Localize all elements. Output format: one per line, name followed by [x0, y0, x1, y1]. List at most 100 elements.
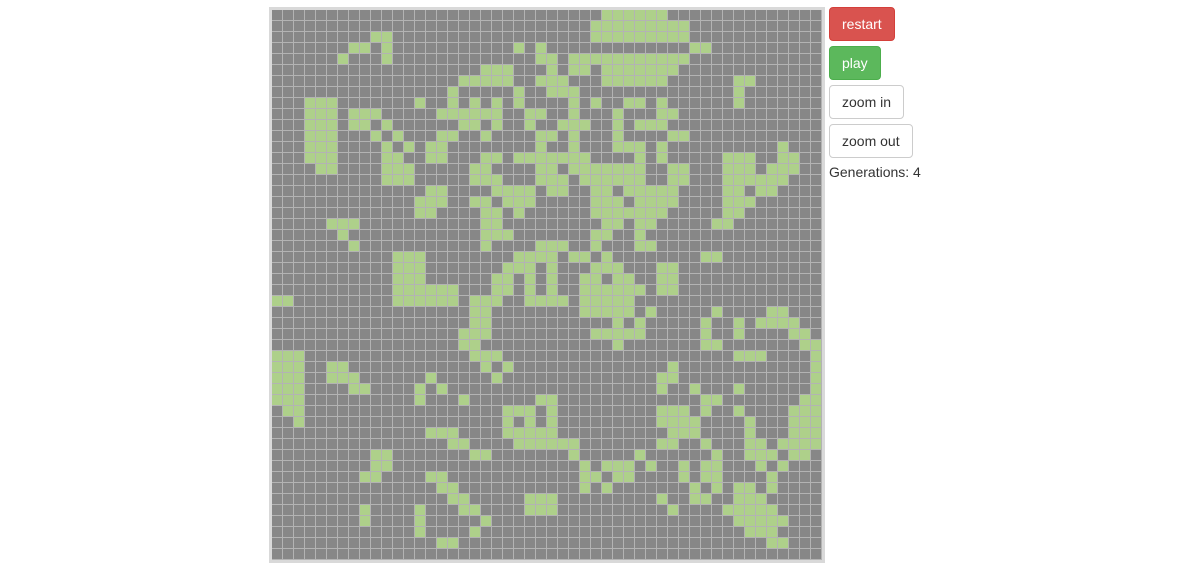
- cell-dead[interactable]: [536, 87, 547, 98]
- cell-dead[interactable]: [690, 307, 701, 318]
- cell-dead[interactable]: [338, 329, 349, 340]
- cell-alive[interactable]: [547, 76, 558, 87]
- cell-dead[interactable]: [404, 494, 415, 505]
- cell-dead[interactable]: [404, 43, 415, 54]
- cell-alive[interactable]: [547, 428, 558, 439]
- cell-dead[interactable]: [778, 384, 789, 395]
- cell-dead[interactable]: [470, 21, 481, 32]
- cell-dead[interactable]: [349, 318, 360, 329]
- cell-alive[interactable]: [294, 395, 305, 406]
- cell-dead[interactable]: [602, 516, 613, 527]
- cell-dead[interactable]: [305, 76, 316, 87]
- cell-dead[interactable]: [602, 494, 613, 505]
- cell-dead[interactable]: [745, 208, 756, 219]
- cell-alive[interactable]: [305, 131, 316, 142]
- cell-dead[interactable]: [701, 131, 712, 142]
- cell-dead[interactable]: [690, 98, 701, 109]
- cell-alive[interactable]: [602, 175, 613, 186]
- cell-dead[interactable]: [283, 439, 294, 450]
- cell-alive[interactable]: [811, 395, 822, 406]
- cell-dead[interactable]: [393, 98, 404, 109]
- cell-alive[interactable]: [316, 164, 327, 175]
- cell-dead[interactable]: [800, 373, 811, 384]
- cell-dead[interactable]: [723, 483, 734, 494]
- cell-dead[interactable]: [393, 197, 404, 208]
- cell-alive[interactable]: [734, 351, 745, 362]
- cell-dead[interactable]: [756, 197, 767, 208]
- cell-dead[interactable]: [272, 307, 283, 318]
- cell-dead[interactable]: [701, 21, 712, 32]
- cell-dead[interactable]: [756, 285, 767, 296]
- cell-dead[interactable]: [283, 549, 294, 560]
- cell-alive[interactable]: [470, 505, 481, 516]
- cell-dead[interactable]: [602, 131, 613, 142]
- cell-alive[interactable]: [657, 373, 668, 384]
- cell-alive[interactable]: [503, 362, 514, 373]
- cell-dead[interactable]: [580, 406, 591, 417]
- cell-dead[interactable]: [690, 527, 701, 538]
- cell-dead[interactable]: [657, 395, 668, 406]
- cell-dead[interactable]: [382, 505, 393, 516]
- cell-dead[interactable]: [745, 395, 756, 406]
- cell-dead[interactable]: [393, 384, 404, 395]
- cell-dead[interactable]: [448, 164, 459, 175]
- cell-alive[interactable]: [437, 472, 448, 483]
- cell-dead[interactable]: [404, 186, 415, 197]
- cell-alive[interactable]: [811, 351, 822, 362]
- cell-dead[interactable]: [426, 241, 437, 252]
- cell-dead[interactable]: [547, 318, 558, 329]
- cell-dead[interactable]: [426, 362, 437, 373]
- cell-alive[interactable]: [536, 439, 547, 450]
- cell-dead[interactable]: [360, 373, 371, 384]
- cell-alive[interactable]: [536, 428, 547, 439]
- cell-dead[interactable]: [305, 263, 316, 274]
- cell-dead[interactable]: [613, 241, 624, 252]
- cell-alive[interactable]: [525, 505, 536, 516]
- cell-alive[interactable]: [470, 164, 481, 175]
- cell-alive[interactable]: [536, 153, 547, 164]
- cell-dead[interactable]: [690, 340, 701, 351]
- cell-dead[interactable]: [558, 373, 569, 384]
- cell-dead[interactable]: [360, 87, 371, 98]
- cell-dead[interactable]: [503, 318, 514, 329]
- cell-alive[interactable]: [602, 263, 613, 274]
- cell-dead[interactable]: [492, 164, 503, 175]
- cell-alive[interactable]: [602, 307, 613, 318]
- cell-alive[interactable]: [624, 65, 635, 76]
- cell-alive[interactable]: [635, 329, 646, 340]
- cell-dead[interactable]: [426, 263, 437, 274]
- cell-dead[interactable]: [745, 65, 756, 76]
- cell-dead[interactable]: [338, 527, 349, 538]
- cell-dead[interactable]: [349, 505, 360, 516]
- cell-dead[interactable]: [679, 483, 690, 494]
- cell-alive[interactable]: [745, 417, 756, 428]
- cell-dead[interactable]: [558, 65, 569, 76]
- cell-dead[interactable]: [360, 417, 371, 428]
- cell-dead[interactable]: [646, 549, 657, 560]
- cell-dead[interactable]: [393, 54, 404, 65]
- cell-alive[interactable]: [558, 87, 569, 98]
- cell-dead[interactable]: [437, 175, 448, 186]
- cell-dead[interactable]: [591, 351, 602, 362]
- cell-alive[interactable]: [481, 296, 492, 307]
- cell-dead[interactable]: [745, 43, 756, 54]
- cell-alive[interactable]: [569, 54, 580, 65]
- cell-dead[interactable]: [382, 98, 393, 109]
- cell-dead[interactable]: [591, 461, 602, 472]
- zoom-in-button[interactable]: zoom in: [829, 85, 905, 119]
- cell-dead[interactable]: [701, 274, 712, 285]
- cell-dead[interactable]: [514, 318, 525, 329]
- cell-dead[interactable]: [580, 318, 591, 329]
- cell-dead[interactable]: [437, 32, 448, 43]
- cell-dead[interactable]: [283, 98, 294, 109]
- cell-alive[interactable]: [756, 186, 767, 197]
- cell-dead[interactable]: [734, 472, 745, 483]
- cell-alive[interactable]: [613, 120, 624, 131]
- cell-dead[interactable]: [668, 516, 679, 527]
- cell-dead[interactable]: [448, 395, 459, 406]
- cell-alive[interactable]: [657, 142, 668, 153]
- cell-dead[interactable]: [811, 21, 822, 32]
- cell-dead[interactable]: [657, 527, 668, 538]
- cell-dead[interactable]: [558, 21, 569, 32]
- cell-dead[interactable]: [338, 395, 349, 406]
